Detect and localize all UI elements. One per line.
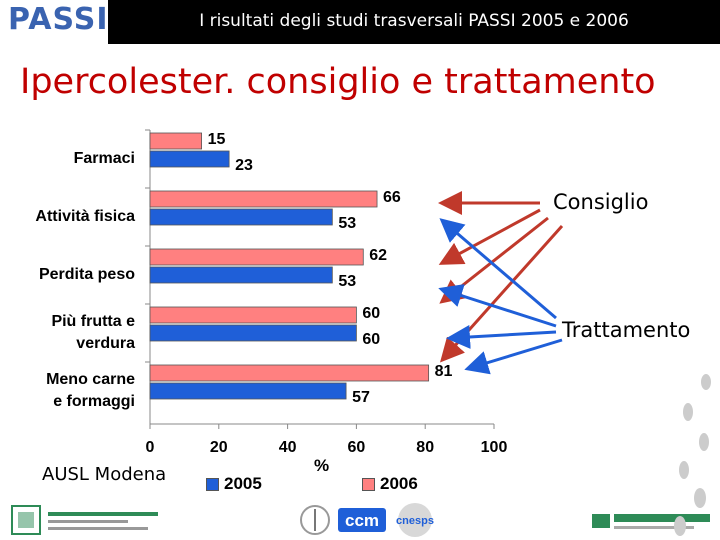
category-label: Meno carne (46, 371, 135, 388)
header-title: I risultati degli studi trasversali PASS… (199, 11, 629, 31)
legend-2005-swatch (206, 478, 219, 492)
data-label-2006: 60 (362, 305, 380, 322)
annotation-consiglio: Consiglio (553, 190, 649, 214)
regione-logo (592, 514, 710, 529)
data-label-2005: 60 (362, 331, 380, 348)
ministero-logo (300, 505, 330, 535)
data-label-2006: 66 (383, 189, 401, 206)
legend-2006-swatch (362, 478, 375, 492)
bar-chart: 0 20 40 60 80 100 Farmaci 15 23 Attività fisica 66… (35, 129, 508, 456)
bar-2006 (149, 306, 357, 324)
data-label-2005: 53 (338, 215, 356, 232)
category-label: Farmaci (74, 150, 135, 167)
legend-2005-label: 2005 (224, 474, 262, 493)
trattamento-arrow-verdura (446, 324, 557, 349)
x-tick-label: 60 (348, 439, 366, 456)
consiglio-arrow-peso (438, 208, 541, 265)
category-label: e formaggi (53, 393, 135, 410)
data-label-2006: 62 (369, 247, 387, 264)
bar-2006 (149, 248, 364, 266)
bar-2006 (149, 190, 378, 208)
category-label: Perdita peso (39, 266, 135, 283)
x-tick-label: 0 (146, 439, 155, 456)
trattamento-arrow-frutta (438, 284, 557, 328)
slide-title: Ipercolester. consiglio e trattamento (20, 62, 656, 102)
x-tick-label: 80 (416, 439, 434, 456)
ccm-logo: ccm (338, 508, 386, 532)
bar-2006 (149, 364, 430, 382)
passi-logo: PASSI (0, 0, 108, 44)
bar-2005 (149, 324, 357, 342)
svg-text:ccm: ccm (345, 511, 379, 530)
x-tick-label: 100 (481, 439, 508, 456)
legend-2006-label: 2006 (380, 474, 418, 493)
trattamento-arrow-attivita (439, 218, 557, 320)
footprints-decoration (674, 374, 711, 536)
data-label-2005: 23 (235, 157, 253, 174)
cnesps-logo: cnesps (396, 503, 434, 537)
bar-2005 (149, 382, 347, 400)
header-bar (108, 0, 720, 44)
legend-2005: 2005 (206, 474, 262, 494)
trattamento-arrow-carne (464, 338, 563, 375)
x-tick-label: 40 (279, 439, 297, 456)
x-axis-label: % (314, 456, 330, 475)
data-label-2005: 57 (352, 389, 370, 406)
x-tick-label: 20 (210, 439, 228, 456)
annotation-trattamento: Trattamento (562, 318, 691, 342)
category-label: verdura (76, 335, 135, 352)
header: PASSI I risultati degli studi trasversal… (0, 0, 720, 44)
footer-logos: ccm cnesps (11, 503, 710, 537)
data-label-2005: 53 (338, 273, 356, 290)
category-label: Più frutta e (51, 313, 135, 330)
svg-text:cnesps: cnesps (396, 515, 434, 527)
footer-org: AUSL Modena (42, 464, 167, 485)
ssr-logo (11, 505, 158, 535)
category-label: Attività fisica (35, 208, 135, 225)
trattamento-arrows (438, 218, 563, 375)
data-label-2006: 81 (435, 363, 453, 380)
passi-logo-text: PASSI (8, 2, 109, 37)
legend-2006: 2006 (362, 474, 418, 494)
bar-2006 (149, 132, 202, 150)
data-label-2006: 15 (208, 131, 226, 148)
bar-2005 (149, 208, 333, 226)
bar-2005 (149, 150, 230, 168)
bar-2005 (149, 266, 333, 284)
